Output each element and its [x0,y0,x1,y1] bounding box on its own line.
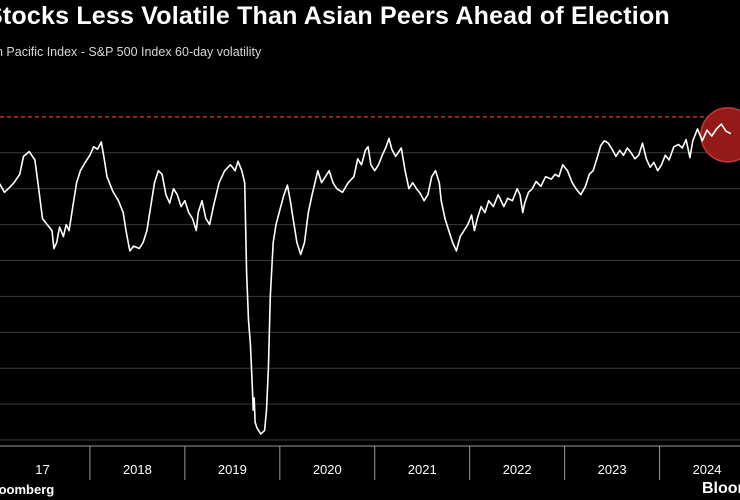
source-label: loomberg [0,482,55,497]
series-line [0,123,732,435]
chart-title: Stocks Less Volatile Than Asian Peers Ah… [0,2,670,30]
chart-subtitle: n Pacific Index - S&P 500 Index 60-day v… [0,45,262,59]
x-tick-label: 2020 [313,462,342,477]
x-tick-label: 2018 [123,462,152,477]
bloomberg-logo: Bloom [702,480,740,497]
x-tick-label: 2022 [503,462,532,477]
x-tick-label: 2021 [408,462,437,477]
x-tick-label: 2019 [218,462,247,477]
highlight-circle [700,107,740,163]
x-tick-label: 17 [35,462,49,477]
x-tick-label: 2024 [693,462,722,477]
x-tick-label: 2023 [598,462,627,477]
